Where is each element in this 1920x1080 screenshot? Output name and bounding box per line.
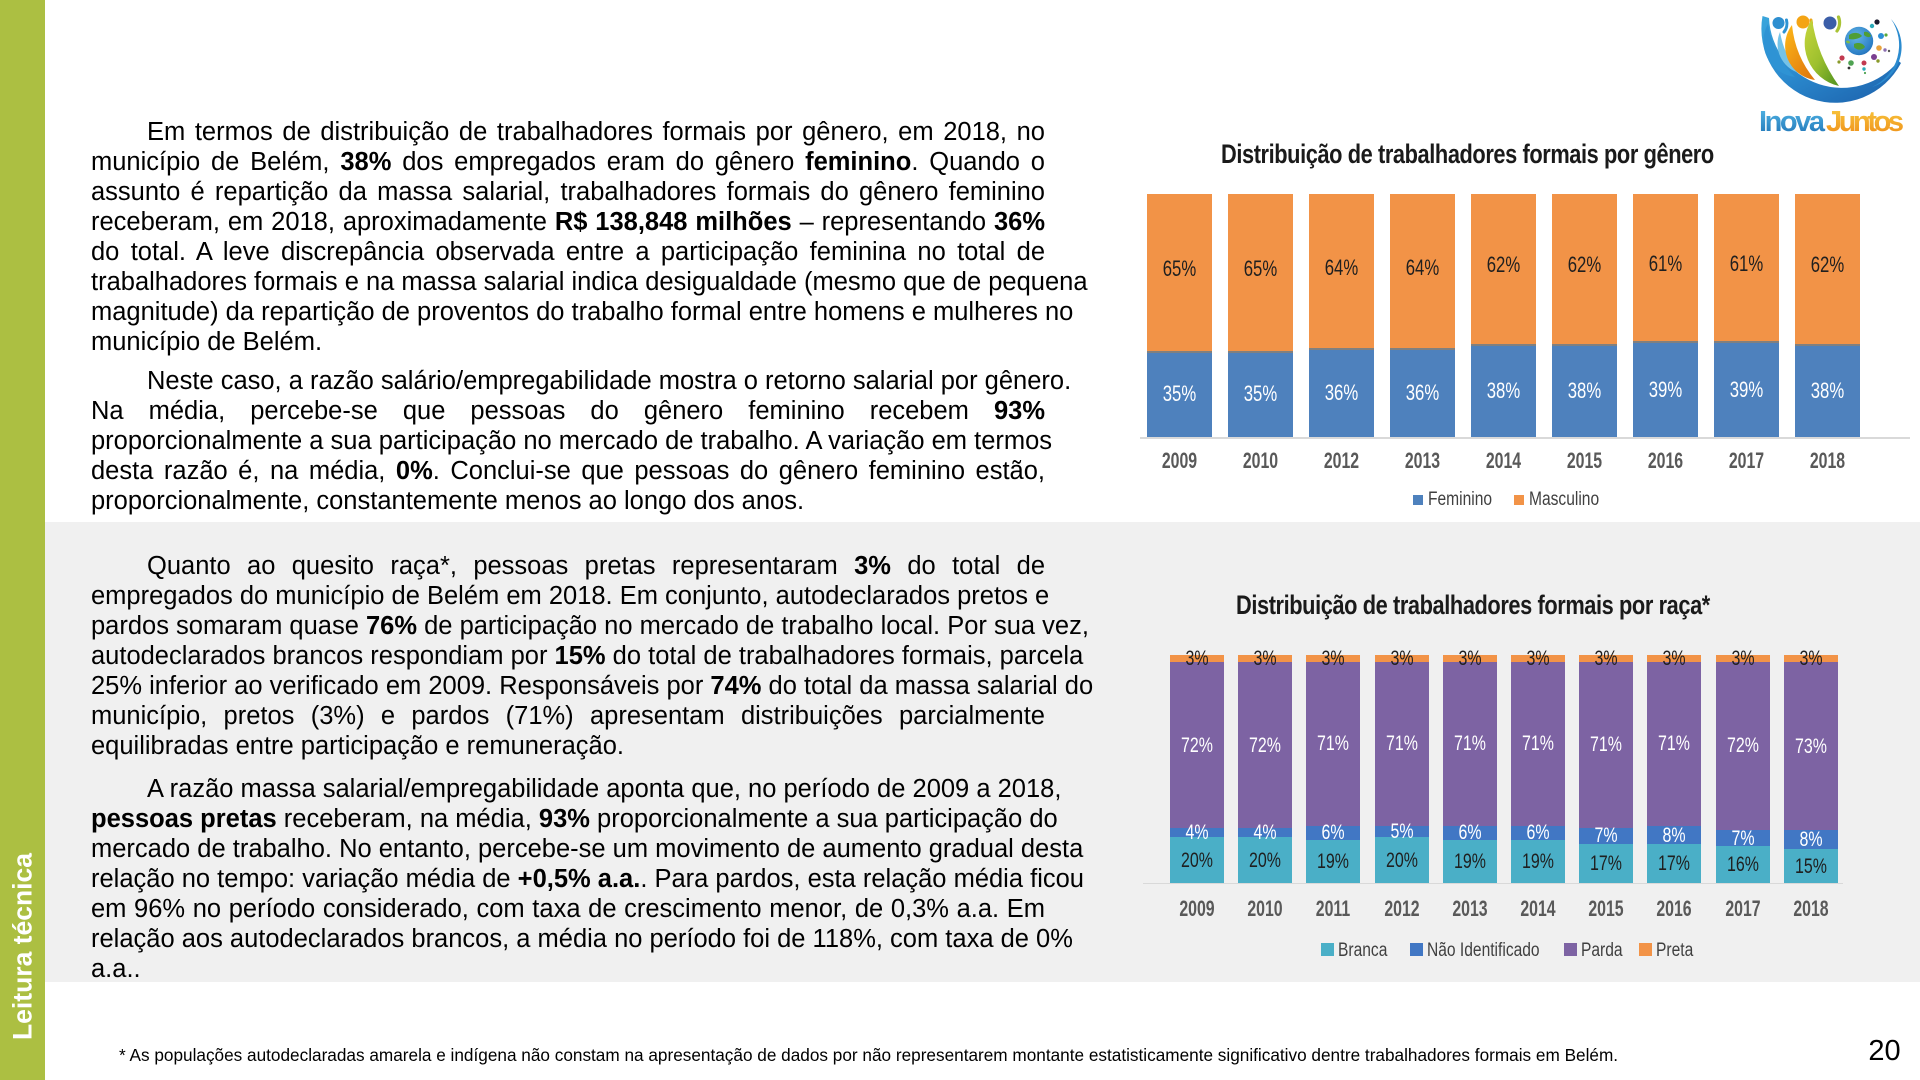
svg-text:Inova: Inova — [1759, 106, 1826, 138]
svg-text:Juntos: Juntos — [1826, 106, 1904, 138]
